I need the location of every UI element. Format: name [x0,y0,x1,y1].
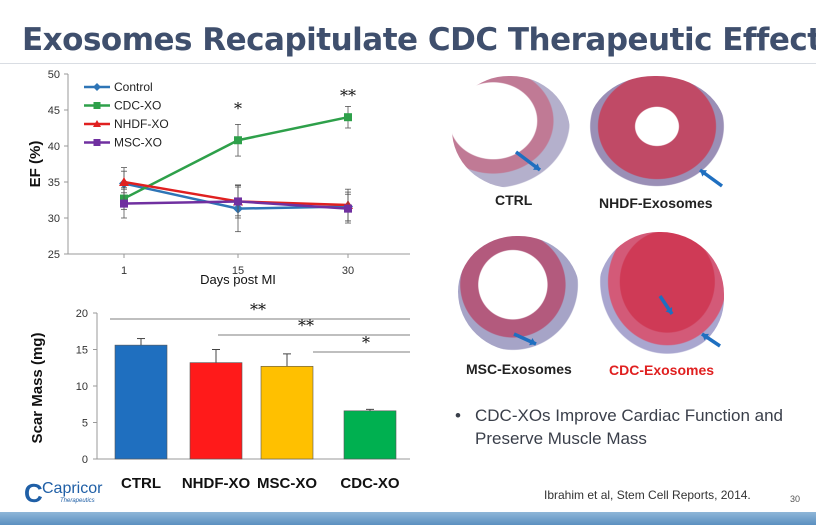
significance-marker: ** [340,86,356,105]
line-chart-ytick-label: 35 [48,177,60,189]
logo-c-icon: C [24,478,43,508]
legend-label-nhdf-xo: NHDF-XO [114,117,169,131]
capricor-logo: C Capricor Therapeutics [24,476,124,508]
significance-marker: * [362,333,370,352]
significance-marker: ** [298,316,314,335]
image-label-msc: MSC-Exosomes [466,361,572,377]
title-divider [0,63,816,64]
line-chart-ytick-label: 40 [48,141,60,153]
logo-name: Capricor [42,480,103,497]
data-point-msc-xo [120,199,128,208]
bar-cdc-xo [343,410,397,460]
data-point-msc-xo [344,204,352,213]
legend-label-cdc-xo: CDC-XO [114,99,161,113]
arrow-head-icon [702,333,709,341]
bar-ctrl [114,344,168,460]
bar-category-label: MSC-XO [257,475,317,492]
legend-marker [93,102,101,109]
bar-chart-ytick-label: 5 [82,418,88,430]
bar-chart-y-label: Scar Mass (mg) [29,333,46,444]
image-label-nhdf: NHDF-Exosomes [599,195,713,211]
legend-marker [93,120,101,127]
data-point-cdc-xo [234,136,242,145]
image-label-ctrl: CTRL [495,192,533,208]
legend-marker [93,83,101,91]
heart-image-msc [458,236,580,352]
arrow-head-icon [529,338,536,346]
arrow-head-icon [533,163,540,170]
legend-marker [93,139,101,146]
heart-image-ctrl [452,76,570,188]
line-chart-xtick-label: 30 [342,265,354,277]
slide-title: Exosomes Recapitulate CDC Therapeutic Ef… [22,22,816,58]
bar-chart-ytick-label: 15 [76,345,88,357]
significance-marker: ** [250,300,266,319]
line-chart-ytick-label: 45 [48,105,60,117]
line-chart-xtick-label: 1 [121,265,127,277]
bar-chart-ytick-label: 10 [76,381,88,393]
bar-category-label: CDC-XO [340,475,399,492]
bar-category-label: NHDF-XO [182,475,251,492]
legend-label-control: Control [114,80,153,94]
page-number: 30 [790,494,801,504]
arrow-head-icon [700,170,707,177]
heart-image-nhdf [588,76,726,188]
footer-bar [0,512,816,525]
line-chart-ytick-label: 50 [48,69,60,81]
bullet-text: CDC-XOs Improve Cardiac Function and Pre… [475,406,784,448]
line-chart-ytick-label: 25 [48,249,60,261]
bar-chart-ytick-label: 0 [82,454,88,466]
arrow-head-icon [665,307,673,314]
citation: Ibrahim et al, Stem Cell Reports, 2014. [544,488,751,502]
legend-label-msc-xo: MSC-XO [114,136,162,150]
data-point-msc-xo [234,197,242,206]
line-chart-xtick-label: 15 [232,265,244,277]
data-point-cdc-xo [344,113,352,122]
image-label-cdc: CDC-Exosomes [609,362,715,378]
data-point-nhdf-xo [119,177,129,186]
line-chart-y-label: EF (%) [27,141,44,188]
line-chart-x-label: Days post MI [200,272,276,287]
significance-marker: * [234,99,242,118]
bullet-dot-icon: • [455,406,461,425]
logo-tagline: Therapeutics [60,498,95,504]
bar-chart-ytick-label: 20 [76,308,88,320]
line-chart-ytick-label: 30 [48,213,60,225]
bar-category-label: CTRL [121,475,161,492]
